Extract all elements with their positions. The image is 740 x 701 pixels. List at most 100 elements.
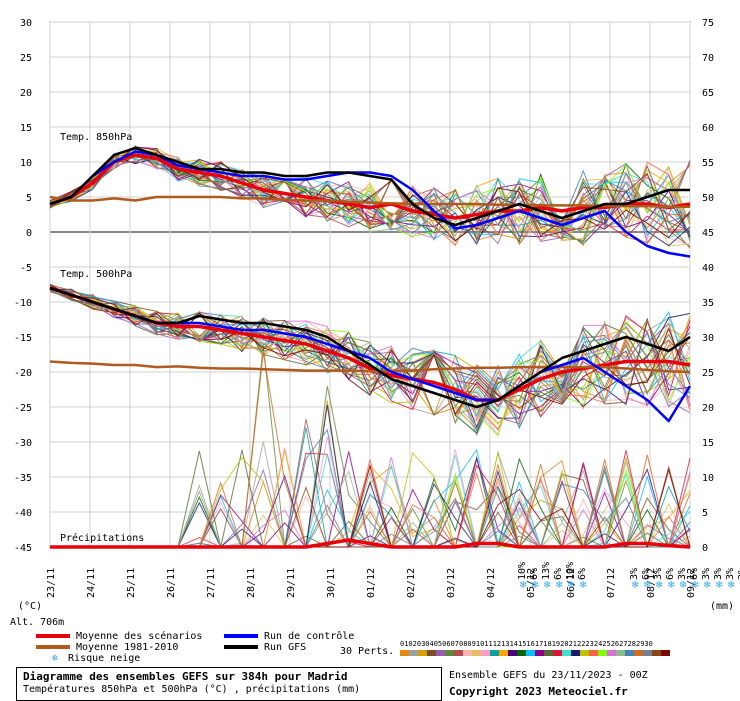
x-tick-label: 01/12 — [366, 568, 377, 598]
snowflake-icon: ❄ — [519, 580, 527, 591]
snowflake-icon: ❄ — [715, 580, 723, 591]
label-t500: Temp. 500hPa — [60, 269, 132, 280]
series-t500-run-gfs — [49, 286, 691, 409]
snow-risk-label: 3% — [653, 568, 664, 580]
perturbation-line — [49, 283, 691, 415]
x-tick-label: 28/11 — [246, 568, 257, 598]
y-tick-right: 65 — [702, 88, 714, 99]
snowflake-icon: ❄ — [579, 580, 587, 591]
legend-climo-label: Moyenne 1981-2010 — [76, 642, 179, 653]
chart-title: Diagramme des ensembles GEFS sur 384h po… — [23, 670, 348, 683]
pert-swatch — [409, 650, 418, 656]
series-t850-moyenne-des-sc-narios — [49, 153, 691, 220]
legend-snow-label: Risque neige — [68, 653, 141, 664]
legend-swatch-mean — [36, 634, 70, 638]
legend-mean: Moyenne des scénarios — [36, 631, 202, 642]
snow-risk-label: 3% — [701, 568, 712, 580]
y-tick-left: 25 — [20, 53, 32, 64]
perturbation-line — [49, 150, 691, 240]
y-tick-left: -5 — [20, 263, 32, 274]
perturbation-line — [49, 291, 691, 431]
snowflake-icon: ❄ — [567, 580, 575, 591]
perturbation-line — [49, 152, 691, 236]
y-tick-left: -35 — [14, 473, 32, 484]
snow-risk-row: ❄10%❄6%❄13%❄6%❄10%❄6%❄3%❄6%❄3%❄6%❄3%❄6%❄… — [517, 562, 740, 591]
snowflake-icon: ❄ — [727, 580, 735, 591]
pert-swatch — [535, 650, 544, 656]
y-tick-right: 0 — [702, 543, 708, 554]
perturbation-line — [49, 151, 691, 247]
pert-numbers: 0102030405060708091011121314151617181920… — [400, 640, 653, 648]
x-tick-label: 06/12 — [566, 568, 577, 598]
pert-swatch — [517, 650, 526, 656]
y-tick-left: -40 — [14, 508, 32, 519]
x-tick-label: 09/12 — [686, 568, 697, 598]
y-tick-right: 5 — [702, 508, 708, 519]
perturbation-line — [49, 150, 691, 242]
unit-left: (°C) — [18, 601, 42, 612]
snowflake-icon: ❄ — [531, 580, 539, 591]
pert-swatch — [400, 650, 409, 656]
snow-risk-label: 3% — [725, 568, 736, 580]
y-tick-left: -30 — [14, 438, 32, 449]
x-tick-label: 07/12 — [606, 568, 617, 598]
chart-subtitle: Températures 850hPa et 500hPa (°C) , pré… — [23, 684, 361, 695]
pert-swatch — [508, 650, 517, 656]
y-tick-left: 20 — [20, 88, 32, 99]
x-axis: 23/11 24/11 25/11 26/11 27/11 28/11 29/11 30/11… — [46, 568, 697, 598]
y-tick-right: 50 — [702, 193, 714, 204]
perturbation-line — [49, 287, 691, 403]
perts-label: 30 Perts. — [340, 646, 395, 657]
label-precip: Précipitations — [60, 532, 144, 544]
snow-risk-label: 3% — [677, 568, 688, 580]
snowflake-icon: ❄ — [679, 580, 687, 591]
x-tick-label: 25/11 — [126, 568, 137, 598]
y-tick-left: 5 — [26, 193, 32, 204]
perturbation-line — [49, 154, 691, 238]
perturbation-line — [49, 286, 691, 425]
perturbation-line — [49, 287, 691, 433]
y-axis-left: 30 25 20 15 10 5 0 -5 -10 -15 -20 -25 -30 -35 -40 -45 — [14, 18, 32, 554]
snowflake-icon: ❄ — [691, 580, 699, 591]
x-tick-label: 26/11 — [166, 568, 177, 598]
pert-swatch — [643, 650, 652, 656]
pert-swatch — [526, 650, 535, 656]
pert-swatches — [400, 650, 670, 656]
legend-swatch-control — [224, 634, 258, 638]
snow-risk-label: 6% — [529, 568, 540, 580]
legend-gfs: Run GFS — [224, 642, 306, 653]
x-tick-label: 02/12 — [406, 568, 417, 598]
pert-swatch — [625, 650, 634, 656]
x-tick-label: 03/12 — [446, 568, 457, 598]
snow-risk-label: 10% — [565, 562, 576, 580]
pert-swatch — [427, 650, 436, 656]
legend-swatch-gfs — [224, 645, 258, 649]
y-tick-right: 10 — [702, 473, 714, 484]
chart-grid — [49, 21, 691, 548]
x-tick-label: 30/11 — [326, 568, 337, 598]
perturbation-line — [49, 290, 691, 434]
run-info: Ensemble GEFS du 23/11/2023 - 00Z — [449, 670, 648, 681]
x-tick-label: 08/12 — [646, 568, 657, 598]
perturbation-line — [49, 290, 691, 426]
perturbation-line — [49, 153, 691, 239]
perturbation-line — [49, 149, 691, 244]
legend-control: Run de contrôle — [224, 631, 354, 642]
label-t850: Temp. 850hPa — [60, 132, 132, 143]
pert-swatch — [562, 650, 571, 656]
perturbation-line — [49, 144, 691, 238]
y-tick-left: 10 — [20, 158, 32, 169]
pert-swatch — [589, 650, 598, 656]
snow-risk-label: 6% — [577, 568, 588, 580]
legend-climo: Moyenne 1981-2010 — [36, 642, 178, 653]
snow-risk-label: 3% — [713, 568, 724, 580]
y-tick-right: 55 — [702, 158, 714, 169]
perturbation-line — [49, 290, 691, 428]
series-precip-moyenne-des-sc-narios — [50, 538, 691, 549]
pert-swatch — [499, 650, 508, 656]
snowflake-icon: ❄ — [655, 580, 663, 591]
pert-swatch — [418, 650, 427, 656]
perturbation-line — [49, 289, 691, 413]
altitude-label: Alt. 706m — [10, 617, 64, 628]
